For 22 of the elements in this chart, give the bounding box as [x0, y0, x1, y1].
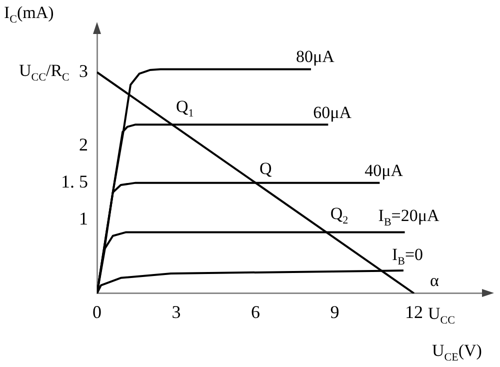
y-axis-title: I$_{C}$(mA)	[4, 3, 54, 26]
annotation: Q	[260, 158, 272, 178]
annotation: U$_{CC}$/R$_{C}$	[19, 60, 70, 84]
y-tick-label: 2	[79, 134, 88, 155]
series-label: I$_{B}$=0	[392, 244, 424, 267]
y-tick-label: 3	[79, 60, 88, 81]
y-tick-label: 1. 5	[61, 172, 88, 192]
series-label: 40μA	[364, 160, 404, 180]
annotation: Q$_{2}$	[330, 204, 348, 227]
x-tick-label: 3	[172, 302, 181, 322]
annotation: Q$_{1}$	[176, 96, 194, 119]
annotation: α	[430, 271, 439, 290]
x-tick-label: 0	[92, 302, 102, 322]
y-tick-label: 1	[79, 208, 88, 228]
x-tick-label: 9	[330, 302, 340, 322]
x-tick-label: 6	[251, 302, 260, 322]
series-label: 80μA	[296, 47, 334, 66]
annotation: U$_{CC}$	[428, 304, 455, 327]
x-tick-label: 12	[405, 302, 424, 322]
series-label: 60μA	[313, 102, 352, 122]
x-axis-title: U$_{CE}$(V)	[432, 341, 482, 364]
series-label: I$_{B}$=20μA	[378, 206, 440, 229]
